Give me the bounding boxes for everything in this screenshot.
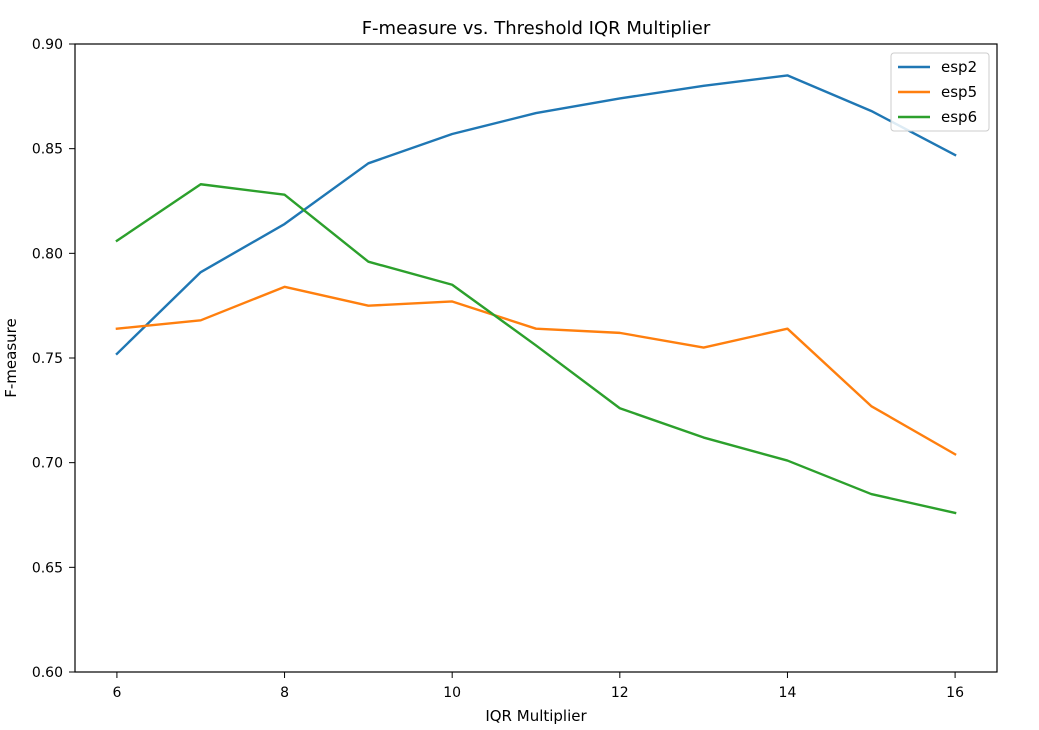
x-axis-ticks: 6 8 10 12 14 16 [112,672,964,701]
series-line-esp6 [115,183,957,515]
y-axis-label: F-measure [2,318,20,397]
series-line-esp2 [115,74,957,356]
y-axis-ticks: 0.60 0.65 0.70 0.75 0.80 0.85 0.90 [32,37,75,681]
chart-title: F-measure vs. Threshold IQR Multiplier [362,18,711,39]
y-tick-label: 0.90 [32,37,63,53]
y-tick-label: 0.70 [32,456,63,472]
x-tick-label: 8 [280,685,289,701]
y-tick-label: 0.65 [32,560,63,576]
legend-label-esp6: esp6 [941,108,977,126]
x-tick-label: 6 [112,685,121,701]
series-layer [115,74,957,515]
y-tick-label: 0.80 [32,246,63,262]
y-tick-label: 0.75 [32,351,63,367]
legend-label-esp5: esp5 [941,83,977,101]
legend-items: esp2 esp5 esp6 [898,58,977,126]
legend-label-esp2: esp2 [941,58,977,76]
x-tick-label: 10 [443,685,461,701]
x-tick-label: 16 [946,685,964,701]
x-tick-label: 14 [779,685,797,701]
plot-frame [74,43,998,673]
legend-box [890,52,990,132]
x-axis-label: IQR Multiplier [485,707,587,725]
y-tick-label: 0.60 [32,665,63,681]
legend: esp2 esp5 esp6 [890,52,990,132]
y-tick-label: 0.85 [32,142,63,158]
x-tick-label: 12 [611,685,629,701]
series-line-esp5 [115,285,957,456]
